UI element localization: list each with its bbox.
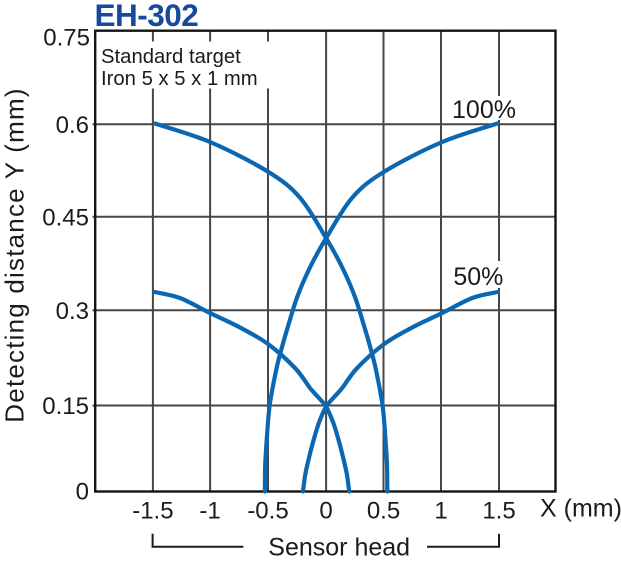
svg-text:-0.5: -0.5 bbox=[247, 497, 288, 524]
svg-text:0.45: 0.45 bbox=[42, 204, 89, 231]
svg-text:1.5: 1.5 bbox=[482, 497, 515, 524]
svg-text:0.3: 0.3 bbox=[56, 298, 89, 325]
svg-text:50%: 50% bbox=[453, 263, 503, 291]
svg-text:Iron 5 x 5 x 1 mm: Iron 5 x 5 x 1 mm bbox=[101, 68, 258, 90]
svg-text:-1.5: -1.5 bbox=[132, 497, 173, 524]
svg-text:Standard target: Standard target bbox=[101, 46, 241, 68]
svg-text:-1: -1 bbox=[199, 497, 220, 524]
svg-text:0.5: 0.5 bbox=[367, 497, 400, 524]
svg-text:100%: 100% bbox=[452, 96, 516, 124]
svg-text:0: 0 bbox=[319, 497, 332, 524]
svg-text:0.75: 0.75 bbox=[43, 25, 90, 52]
svg-text:0: 0 bbox=[76, 479, 89, 506]
svg-text:EH-302: EH-302 bbox=[95, 0, 199, 33]
svg-text:0.6: 0.6 bbox=[56, 112, 89, 139]
svg-text:0.15: 0.15 bbox=[42, 393, 89, 420]
svg-text:1: 1 bbox=[434, 497, 447, 524]
svg-text:Detecting distance Y (mm): Detecting distance Y (mm) bbox=[0, 87, 30, 422]
svg-text:Sensor head: Sensor head bbox=[268, 534, 410, 562]
svg-text:X (mm): X (mm) bbox=[540, 494, 621, 522]
